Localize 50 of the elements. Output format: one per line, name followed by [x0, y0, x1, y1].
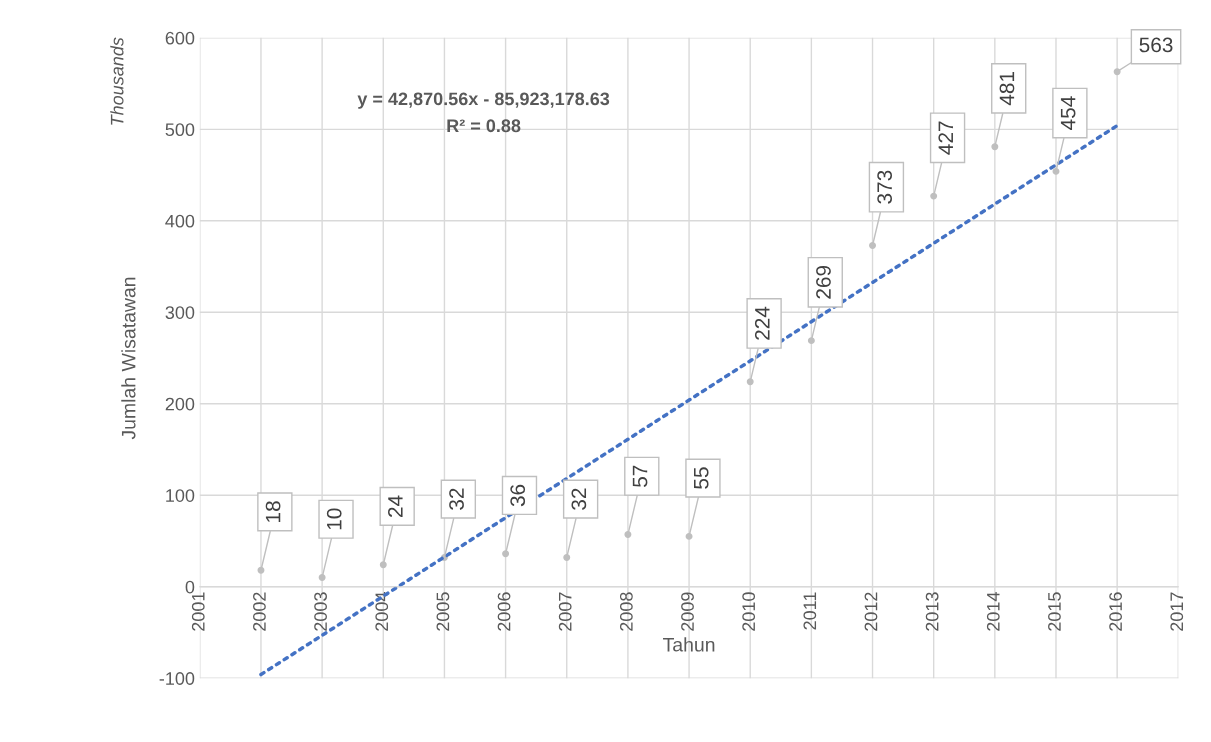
data-label: 18	[265, 501, 281, 522]
x-tick-label: 2014	[986, 592, 1000, 631]
point	[685, 532, 693, 540]
y-tick-label: 100	[166, 489, 195, 502]
x-tick-label: 2008	[619, 592, 633, 631]
point	[502, 550, 510, 558]
point	[379, 561, 387, 569]
y-tick-label: 0	[185, 580, 195, 594]
data-label: 24	[388, 495, 403, 517]
data-label: 481	[999, 72, 1015, 106]
x-tick-label: 2013	[925, 592, 939, 631]
x-tick-label: 2002	[253, 592, 266, 631]
annotation: R² = 0.88	[447, 119, 521, 133]
data-label: 454	[1060, 96, 1076, 130]
x-tick-label: 2005	[436, 592, 450, 631]
x-tick-label: 2003	[314, 592, 327, 631]
y-tick-label: -100	[159, 672, 195, 685]
x-tick-label: 2007	[558, 592, 572, 631]
annotation: y = 42,870.56x - 85,923,178.63	[357, 92, 610, 109]
data-label: 427	[938, 121, 953, 155]
y-tick-label: 200	[165, 397, 195, 411]
data-label: 224	[754, 306, 770, 340]
x-tick-label: 2010	[742, 592, 756, 631]
point	[563, 553, 571, 561]
x-tick-label: 2011	[803, 592, 817, 630]
x-axis-title: Tahun	[663, 637, 715, 652]
y-axis-title: Jumlah Wisatawan	[121, 277, 136, 440]
x-tick-label: 2004	[375, 592, 389, 631]
x-tick-label: 2001	[191, 592, 205, 631]
data-label: 10	[326, 508, 342, 530]
y-tick-label: 400	[165, 214, 195, 228]
data-label: 55	[694, 467, 709, 489]
text: Thousands	[110, 37, 124, 125]
data-label: 32	[571, 488, 587, 510]
point	[746, 378, 754, 386]
x-tick-label: 2006	[497, 592, 511, 631]
y-tick-label: 600	[165, 31, 195, 45]
x-tick-label: 2017	[1170, 592, 1184, 631]
data-label: 373	[877, 170, 893, 204]
y-tick-label: 300	[165, 306, 195, 319]
x-tick-label: 2009	[681, 592, 694, 631]
data-label: 57	[632, 465, 648, 487]
x-tick-label: 2016	[1109, 592, 1122, 631]
x-tick-label: 2015	[1048, 592, 1061, 631]
x-tick-label: 2012	[864, 592, 878, 631]
y-tick-label: 500	[165, 123, 195, 137]
data-label: 563	[1139, 37, 1173, 53]
data-label: 32	[449, 488, 464, 510]
data-label: 36	[510, 484, 526, 507]
data-label: 269	[816, 265, 831, 299]
